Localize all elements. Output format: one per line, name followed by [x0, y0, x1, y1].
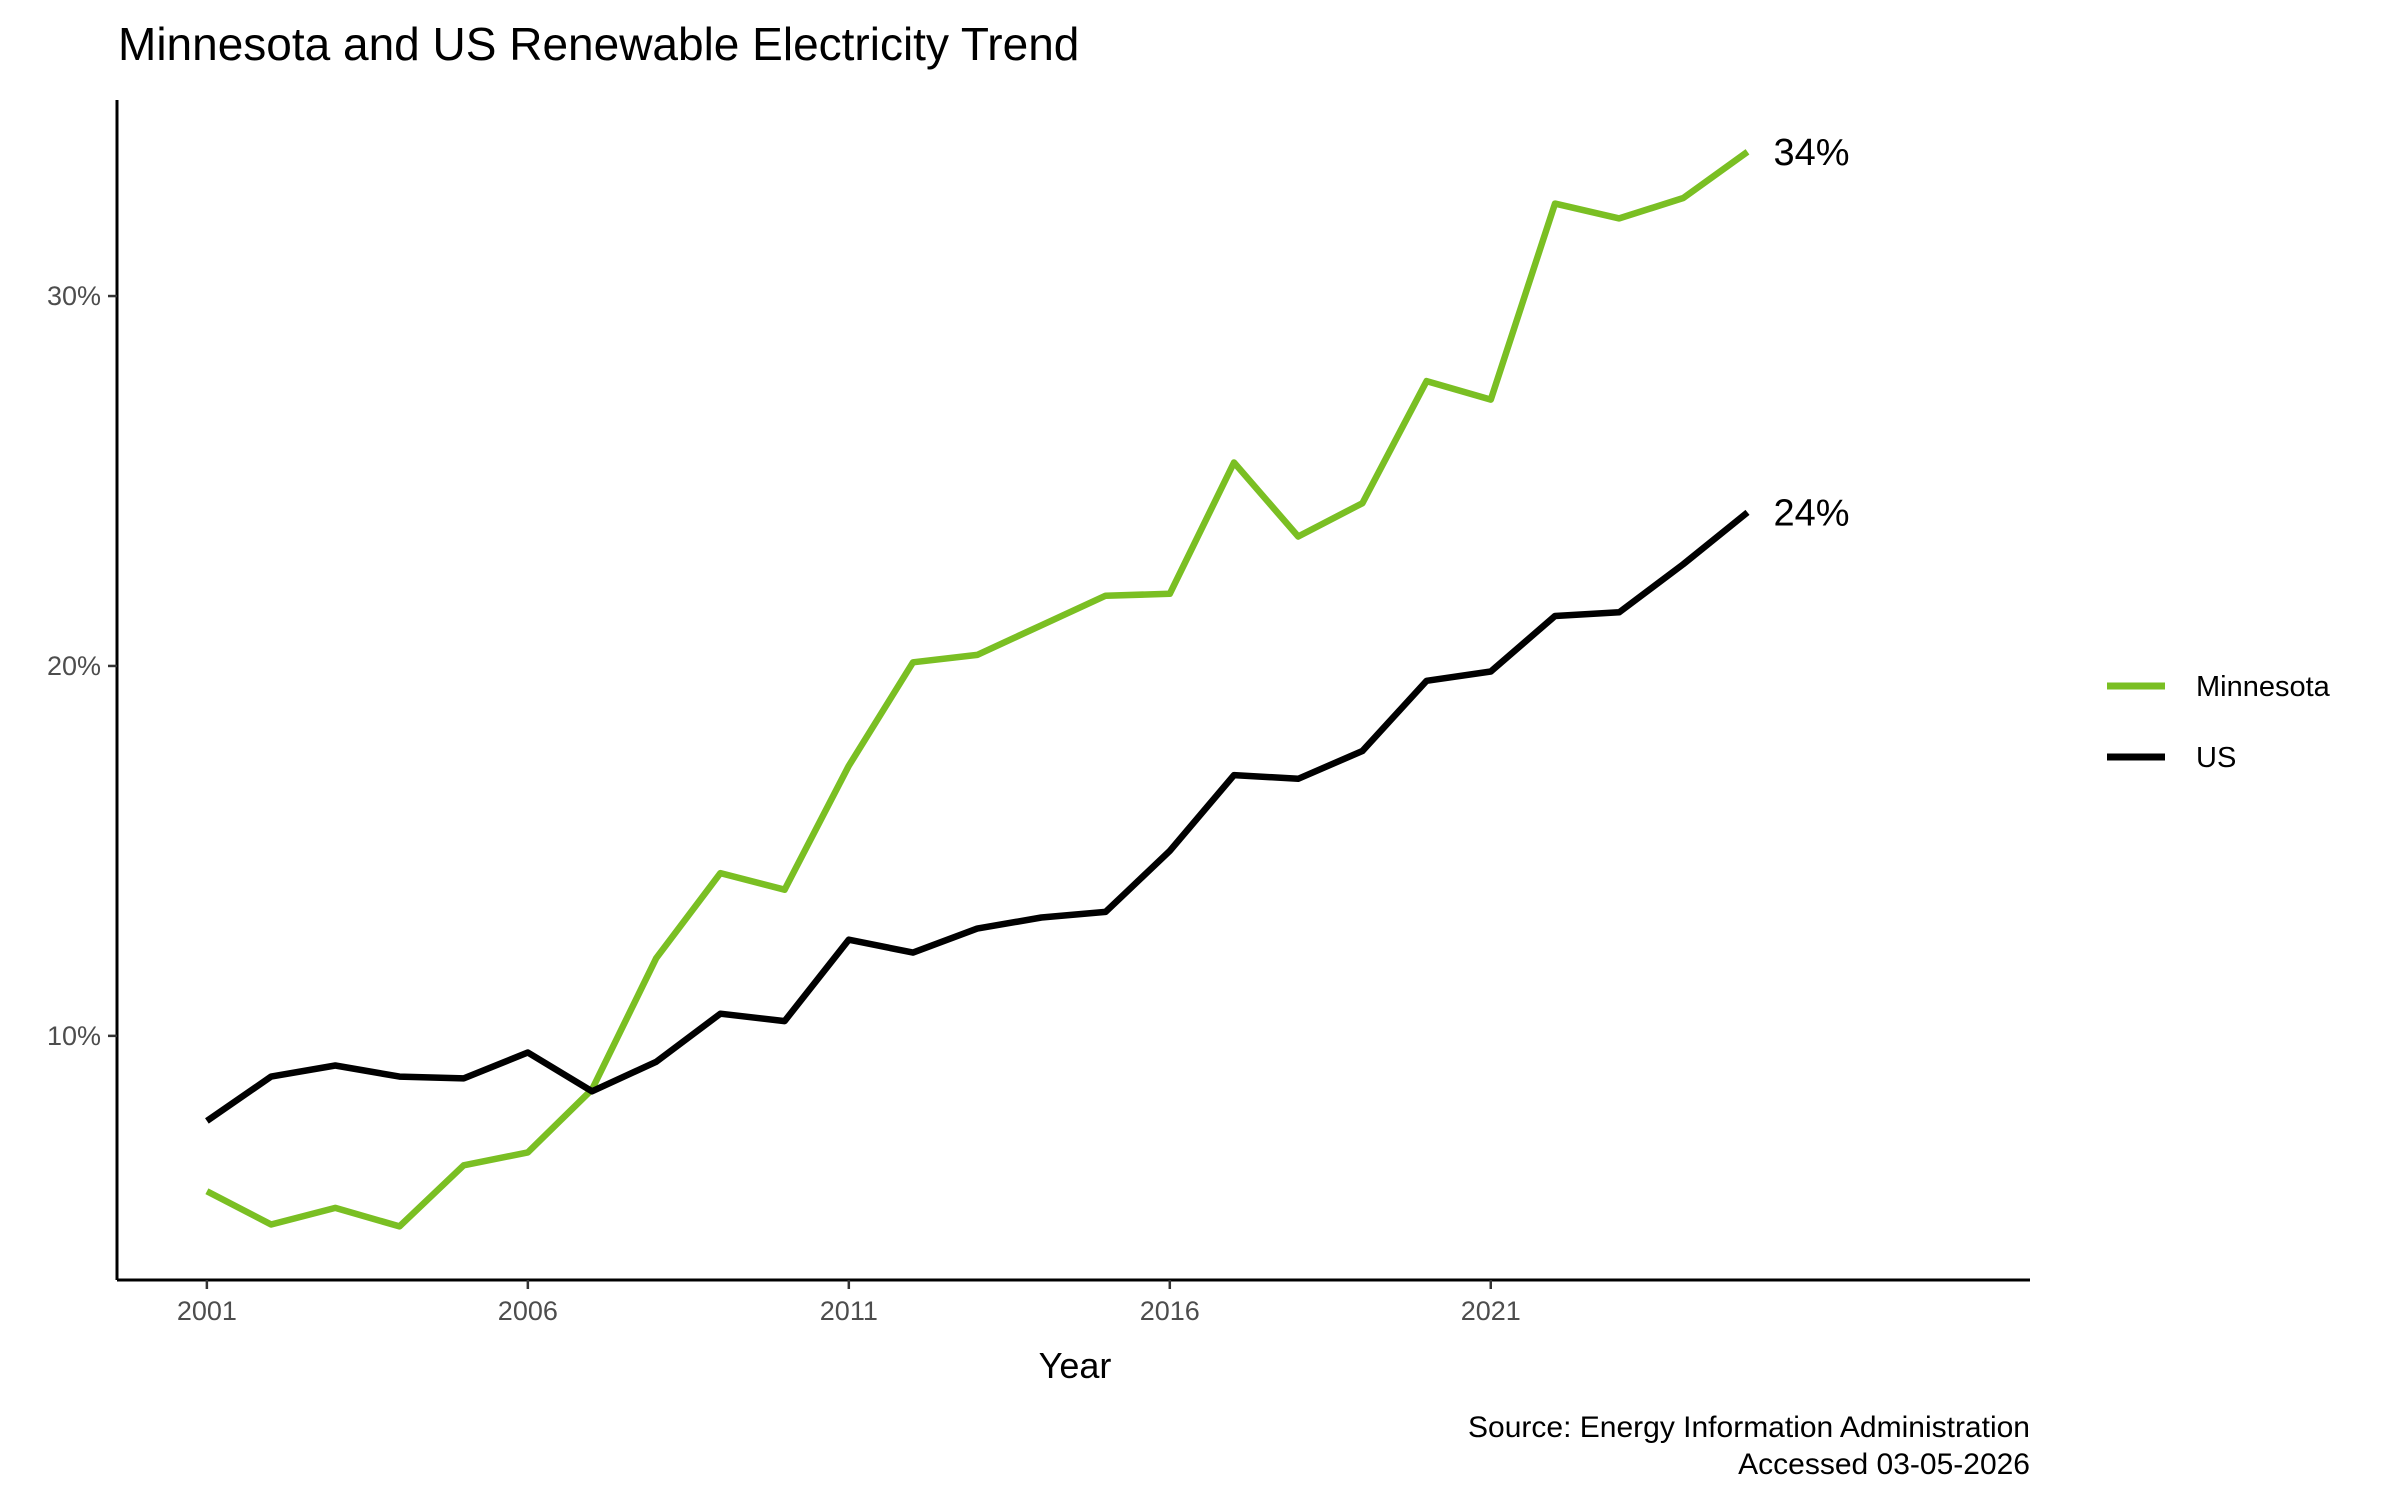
series-line-minnesota [205, 149, 1750, 1230]
y-tick-label: 20% [47, 651, 101, 681]
legend-label-minnesota: Minnesota [2196, 671, 2331, 703]
x-tick-label: 2006 [498, 1296, 558, 1326]
x-tick-label: 2021 [1461, 1296, 1521, 1326]
caption-accessed: Accessed 03-05-2026 [1738, 1448, 2030, 1481]
y-tick-label: 10% [47, 1021, 101, 1051]
legend: Minnesota US [2107, 671, 2331, 774]
y-tick-label: 30% [47, 281, 101, 311]
chart-title: Minnesota and US Renewable Electricity T… [118, 18, 1079, 70]
series-line-us [205, 509, 1750, 1124]
x-axis-title: Year [1039, 1345, 1112, 1386]
caption-source: Source: Energy Information Administratio… [1468, 1411, 2030, 1444]
x-tick-label: 2011 [820, 1296, 878, 1326]
x-tick-label: 2001 [177, 1296, 237, 1326]
end-label-us: 24% [1774, 492, 1850, 534]
end-label-minnesota: 34% [1774, 132, 1850, 174]
x-tick-label: 2016 [1140, 1296, 1200, 1326]
series-lines: 34% 24% [205, 132, 1850, 1230]
axes: 10% 20% 30% 2001 2006 2011 2016 2021 [47, 100, 2030, 1326]
legend-label-us: US [2196, 742, 2236, 774]
